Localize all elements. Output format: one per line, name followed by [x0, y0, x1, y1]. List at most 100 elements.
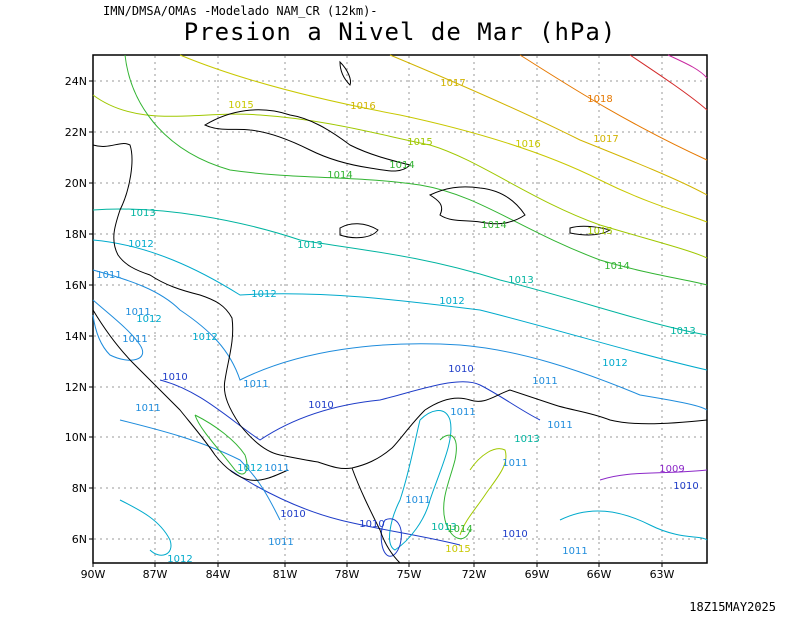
lon-tick-label: 72W: [462, 568, 487, 581]
lat-tick-label: 10N: [65, 431, 87, 444]
isobar-label: 1012: [192, 332, 217, 343]
isobar-label: 1011: [268, 537, 293, 548]
isobar-colombia-3: [459, 448, 507, 536]
isobar-1014: [124, 54, 708, 286]
isobar-label: 1010: [448, 364, 473, 375]
isobar-colombia-1: [389, 410, 452, 551]
isobar-1016: [179, 54, 708, 223]
isobar-label: 1014: [327, 170, 352, 181]
isobar-label: 1011: [243, 379, 268, 390]
isobar-label: 1014: [447, 524, 472, 535]
isobar-label: 1012: [602, 358, 627, 369]
isobar-costa-rica: [194, 414, 248, 475]
lon-tick-label: 63W: [650, 568, 675, 581]
isobar-label: 1014: [481, 220, 506, 231]
lon-tick-label: 84W: [206, 568, 231, 581]
isobar-label: 1013: [670, 326, 695, 337]
lat-tick-label: 8N: [72, 482, 87, 495]
lat-tick-label: 14N: [65, 330, 87, 343]
isobar-label: 1010: [308, 400, 333, 411]
isobar-label: 1010: [502, 529, 527, 540]
lon-tick-label: 90W: [81, 568, 106, 581]
isobar-label: 1013: [130, 208, 155, 219]
isobar-colombia-2: [439, 434, 471, 540]
isobar-label: 1010: [280, 509, 305, 520]
isobar-label: 1012: [128, 239, 153, 250]
isobar-label: 1014: [389, 160, 414, 171]
coastline-colombia-pacific: [351, 467, 401, 564]
lon-tick-label: 69W: [525, 568, 550, 581]
isobar-label: 1009: [659, 464, 684, 475]
isobar-label: 1011: [122, 334, 147, 345]
isobar-label: 1013: [514, 434, 539, 445]
coastlines: [92, 60, 708, 564]
island-bahamas: [339, 60, 351, 86]
coastline-central-america-pacific: [92, 309, 289, 481]
isobar-1018: [519, 54, 708, 161]
isobar-1013: [92, 208, 708, 336]
isobar-pacific: [119, 499, 172, 556]
isobar-label: 1012: [439, 296, 464, 307]
isobar-1015: [92, 94, 708, 259]
isobar-label: 1011: [135, 403, 160, 414]
lat-tick-label: 22N: [65, 126, 87, 139]
isobar-label: 1015: [407, 137, 432, 148]
island-jamaica: [339, 223, 379, 239]
isobar-choco: [380, 518, 402, 557]
isobar-label: 1011: [562, 546, 587, 557]
axis-labels: 90W 87W 84W 81W 78W 75W 72W 69W 66W 63W 24N 22N 20N 1…: [65, 75, 675, 581]
lat-tick-label: 24N: [65, 75, 87, 88]
isobar-label: 1013: [508, 275, 533, 286]
isobars: [92, 54, 708, 557]
isobar-label: 1015: [587, 226, 612, 237]
isobar-label: 1011: [502, 458, 527, 469]
isobar-label: 1011: [264, 463, 289, 474]
lon-tick-label: 78W: [335, 568, 360, 581]
lon-tick-label: 81W: [273, 568, 298, 581]
isobar-label: 1011: [96, 270, 121, 281]
isobar-label: 1010: [162, 372, 187, 383]
model-source-label: IMN/DMSA/OMAs -Modelado NAM_CR (12km)-: [103, 4, 378, 18]
lon-tick-label: 87W: [143, 568, 168, 581]
isobar-label: 1013: [297, 240, 322, 251]
isobar-1012: [92, 239, 708, 371]
lat-tick-label: 16N: [65, 279, 87, 292]
lat-tick-label: 12N: [65, 381, 87, 394]
valid-time-label: 18Z15MAY2025: [689, 600, 776, 614]
island-hispaniola: [428, 186, 526, 225]
isobar-label: 1012: [251, 289, 276, 300]
lon-tick-label: 75W: [397, 568, 422, 581]
isobar-1020: [667, 54, 708, 79]
isobar-label: 1010: [673, 481, 698, 492]
isobar-1011: [92, 269, 708, 411]
isobar-label: 1017: [593, 134, 618, 145]
map-title: Presion a Nivel de Mar (hPa): [183, 18, 617, 46]
graticule: [94, 56, 706, 562]
isobar-label: 1018: [587, 94, 612, 105]
isobar-label: 1016: [350, 101, 375, 112]
coastline-central-america-caribbean: [92, 143, 426, 469]
isobar-1019: [629, 54, 708, 111]
island-cuba: [203, 109, 411, 172]
isobar-label: 1013: [431, 522, 456, 533]
lat-tick-label: 18N: [65, 228, 87, 241]
isobar-1010-south: [229, 469, 461, 546]
isobar-label: 1012: [136, 314, 161, 325]
isobar-label: 1010: [359, 519, 384, 530]
isobar-1009: [599, 469, 708, 481]
coastline-south-america-north: [424, 389, 708, 425]
map-frame: [92, 54, 708, 564]
isobar-venezuela: [559, 510, 708, 541]
isobar-label: 1012: [167, 554, 192, 565]
isobar-label: 1014: [604, 261, 629, 272]
isobar-label: 1012: [237, 463, 262, 474]
isobar-honduras: [92, 299, 143, 361]
isobar-1011-west: [119, 419, 281, 521]
isobar-label: 1015: [228, 100, 253, 111]
island-puerto-rico: [569, 225, 612, 236]
lat-tick-label: 6N: [72, 533, 87, 546]
isobar-label: 1011: [125, 307, 150, 318]
isobar-label: 1011: [532, 376, 557, 387]
